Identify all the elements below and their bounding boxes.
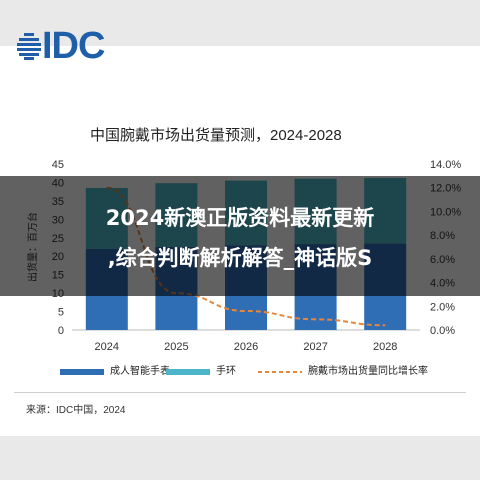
legend-swatch-smartwatch [60, 369, 104, 375]
legend-label-smartwatch: 成人智能手表 [110, 366, 170, 377]
y2-tick-label: 0.0% [430, 325, 455, 337]
chart-title: 中国腕戴市场出货量预测，2024-2028 [90, 127, 342, 144]
x-tick-label: 2028 [373, 341, 397, 353]
y-tick-label: 5 [58, 307, 64, 319]
chart-legend: 成人智能手表 手环 腕戴市场出货量同比增长率 [60, 364, 460, 380]
banner-line-1: 2024新澳正版资料最新更新 [105, 206, 375, 230]
x-tick-label: 2025 [164, 341, 188, 353]
legend-label-band: 手环 [216, 366, 236, 377]
source-note: 来源：IDC中国，2024 [26, 405, 126, 416]
y-tick-label: 45 [52, 159, 64, 171]
y2-tick-label: 2.0% [430, 301, 455, 313]
growth-line [106, 186, 386, 327]
x-tick-label: 2027 [303, 341, 327, 353]
x-tick-label: 2026 [234, 341, 258, 353]
idc-logo: IDC [16, 26, 136, 66]
y-tick-label: 0 [58, 325, 64, 337]
divider [14, 392, 466, 393]
legend-label-growth: 腕戴市场出货量同比增长率 [308, 366, 428, 377]
x-tick-label: 2024 [95, 341, 119, 353]
banner-line-2: ,综合判断解析解答_神话版S [107, 246, 373, 270]
globe-icon [17, 33, 41, 60]
y2-tick-label: 14.0% [430, 159, 461, 171]
legend-swatch-band [166, 369, 210, 375]
logo-text: IDC [42, 25, 105, 67]
legend-swatch-growth [258, 371, 302, 373]
overlay-banner: 2024新澳正版资料最新更新 ,综合判断解析解答_神话版S [0, 176, 480, 296]
chart-line [106, 186, 386, 327]
